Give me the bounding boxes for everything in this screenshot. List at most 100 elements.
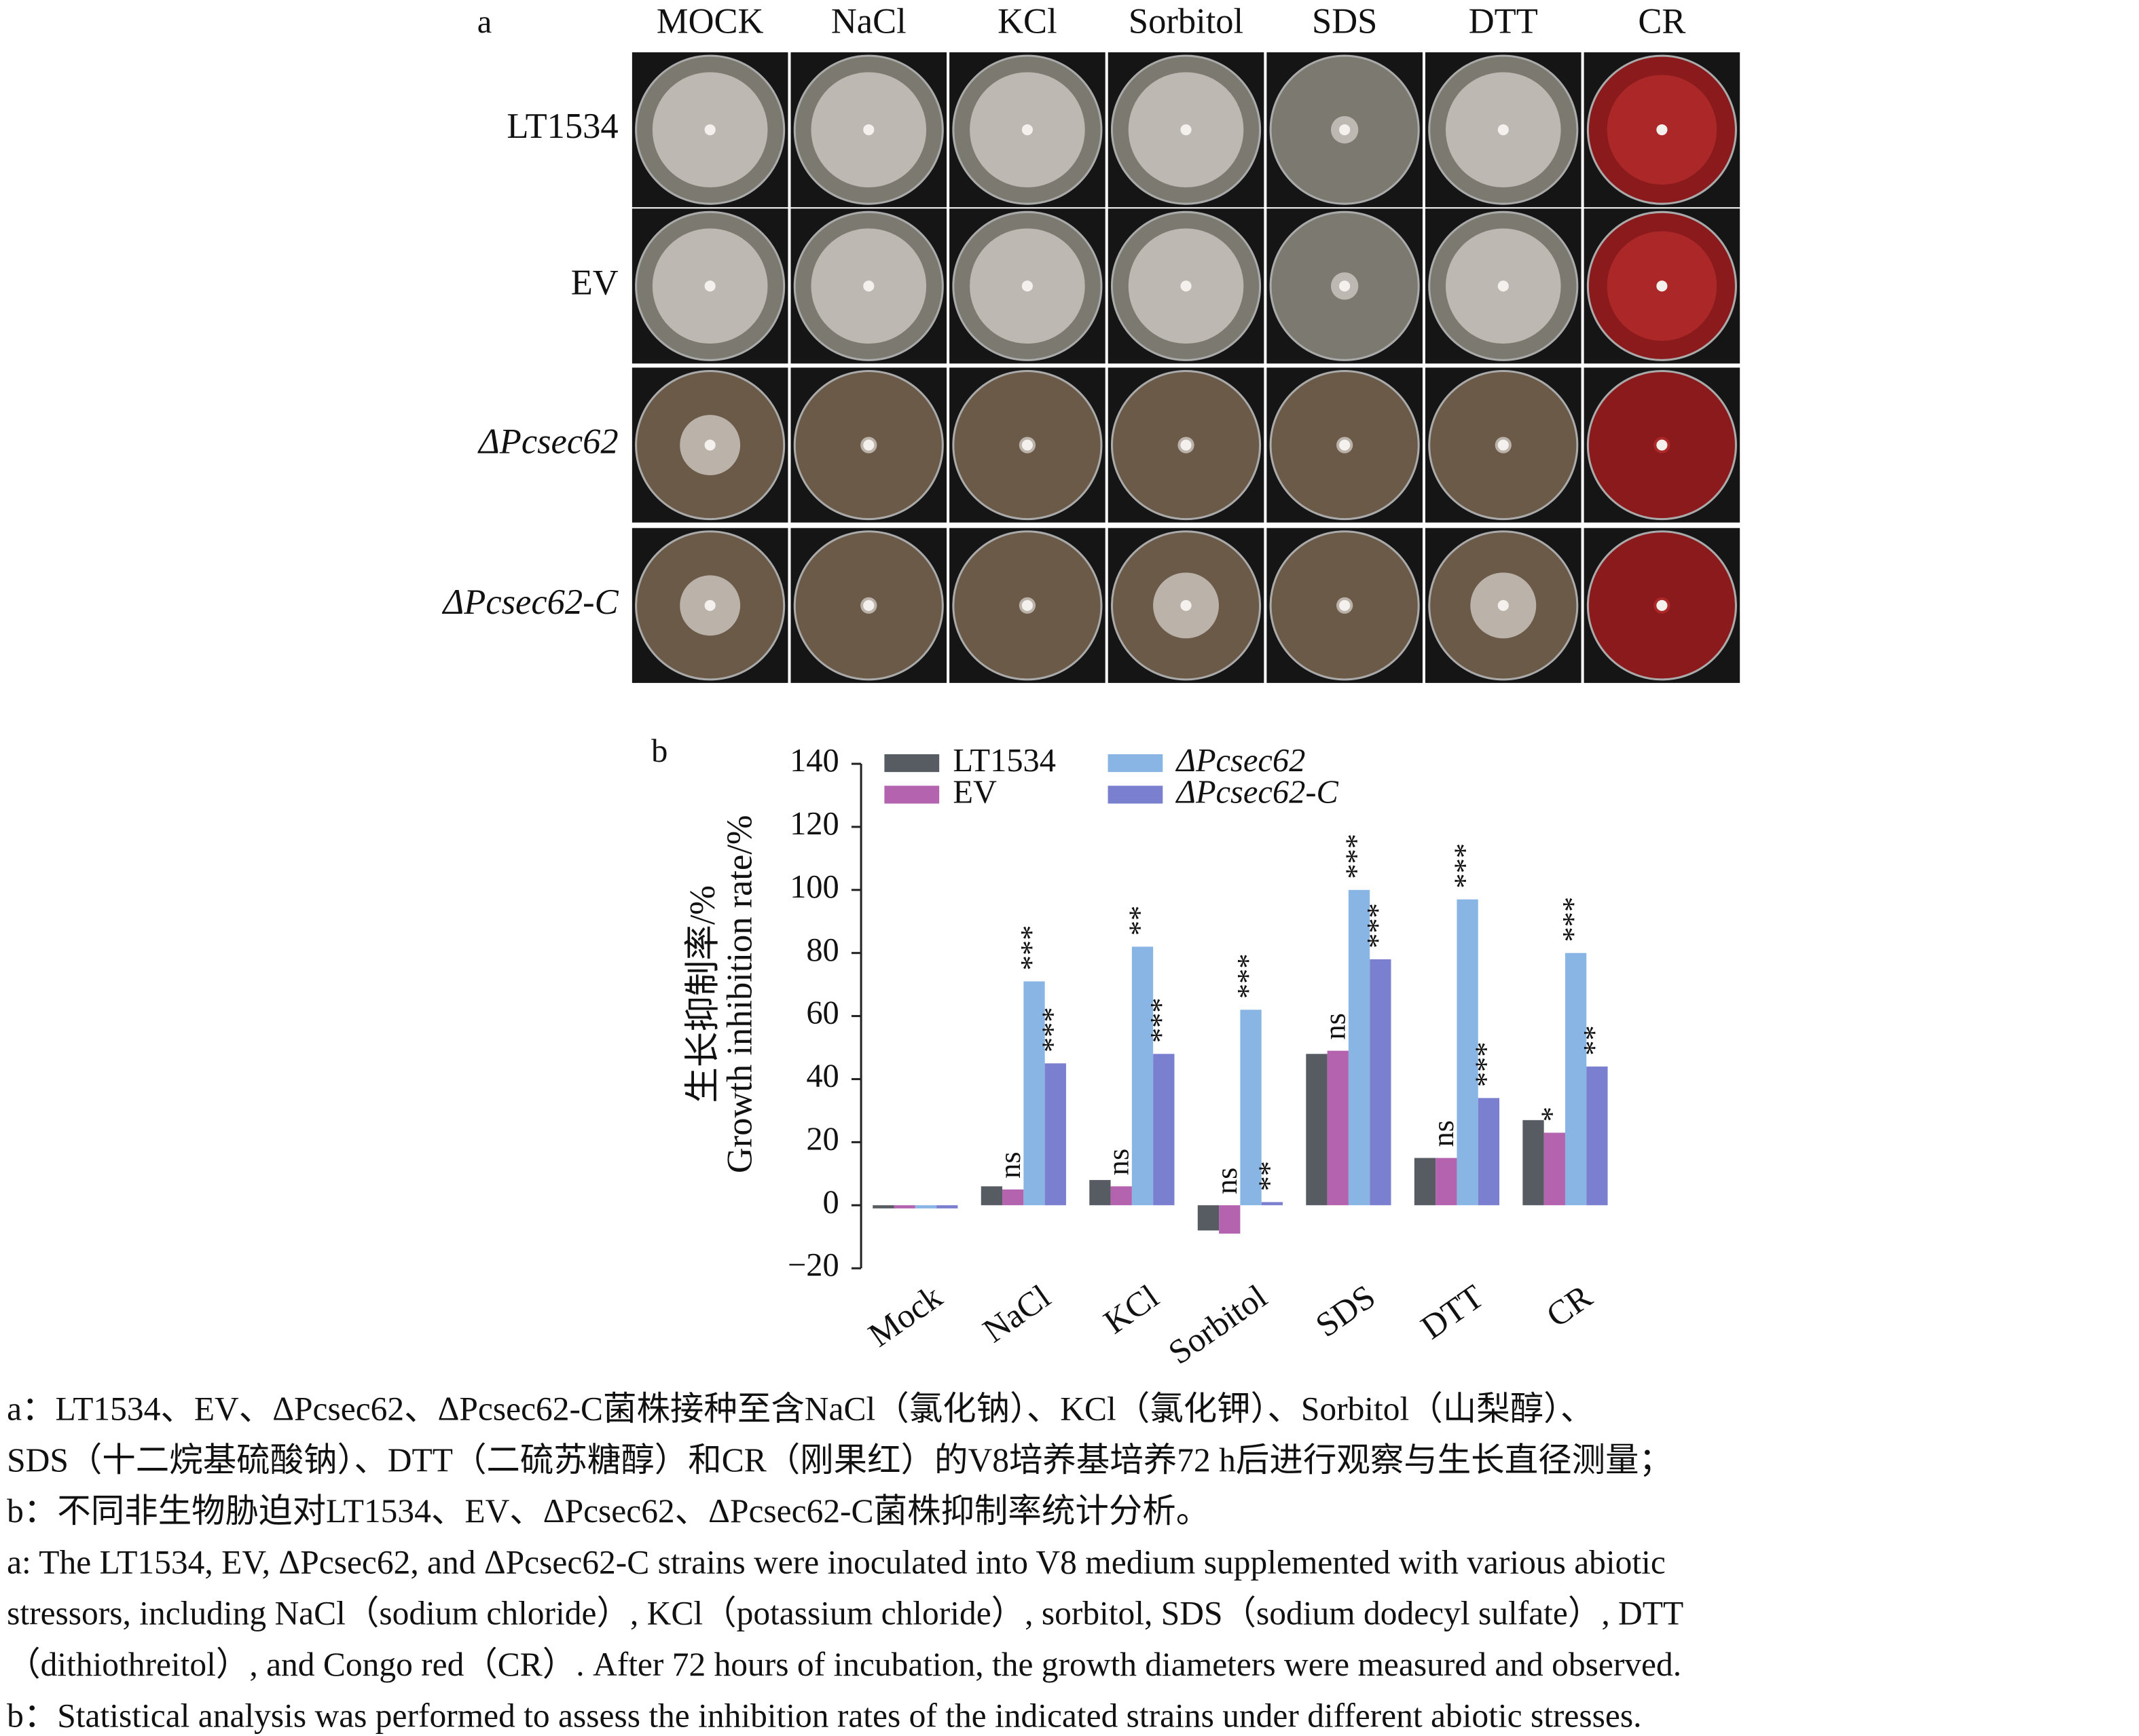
y-tick-label: 40 <box>806 1058 839 1094</box>
significance-label: ns <box>1426 1120 1460 1147</box>
inoculum <box>1656 439 1668 451</box>
y-tick-label: 60 <box>806 995 839 1031</box>
inoculum <box>1180 599 1192 611</box>
x-tick-label: KCl <box>1097 1277 1165 1341</box>
panel-label: b <box>651 733 668 769</box>
x-tick-label: DTT <box>1414 1277 1490 1346</box>
y-axis-title-line: 生长抑制率/% <box>683 885 723 1103</box>
legend-label: ΔPcsec62 <box>1175 743 1306 779</box>
y-tick-label: 100 <box>790 869 839 905</box>
significance-label: *** <box>1469 1042 1503 1088</box>
bar <box>1023 981 1045 1206</box>
y-tick-label: 120 <box>790 806 839 842</box>
bar <box>1261 1202 1283 1206</box>
legend-swatch <box>884 786 940 804</box>
significance-label: *** <box>1230 954 1264 999</box>
bar <box>1457 899 1478 1206</box>
inoculum <box>704 124 716 136</box>
caption-line: a: The LT1534, EV, ΔPcsec62, and ΔPcsec6… <box>7 1543 1666 1581</box>
inoculum <box>1497 124 1509 136</box>
inoculum <box>1339 280 1351 292</box>
legend-swatch <box>884 754 940 773</box>
bar <box>1370 959 1391 1206</box>
bar <box>1110 1186 1132 1206</box>
inoculum <box>1656 599 1668 611</box>
bar <box>1543 1132 1565 1206</box>
significance-label: ns <box>1209 1168 1243 1194</box>
inoculum <box>1497 439 1509 451</box>
inoculum <box>1021 439 1033 451</box>
inoculum <box>1339 439 1351 451</box>
inoculum <box>863 439 875 451</box>
caption-line: b：不同非生物胁迫对LT1534、EV、ΔPcsec62、ΔPcsec62-C菌… <box>7 1492 1209 1530</box>
bar <box>873 1205 894 1208</box>
x-tick-label: Mock <box>862 1277 949 1354</box>
column-label: NaCl <box>831 2 907 41</box>
bar <box>915 1205 937 1208</box>
inoculum <box>863 599 875 611</box>
bar <box>1327 1050 1349 1206</box>
bar <box>1197 1205 1220 1231</box>
y-tick-label: 0 <box>823 1184 839 1220</box>
significance-label: *** <box>1035 1007 1069 1052</box>
row-label: EV <box>571 263 619 302</box>
column-label: MOCK <box>657 2 764 41</box>
column-label: DTT <box>1469 2 1538 41</box>
significance-label: *** <box>1360 903 1394 948</box>
column-label: SDS <box>1312 2 1377 41</box>
y-axis-title: 生长抑制率/% Growth inhibition rate/% <box>683 815 760 1173</box>
bar <box>1240 1010 1262 1206</box>
significance-label: *** <box>1447 843 1481 889</box>
significance-label: *** <box>1014 925 1048 971</box>
inoculum <box>863 124 875 136</box>
inoculum <box>1021 599 1033 611</box>
inoculum <box>704 599 716 611</box>
x-tick-label: SDS <box>1309 1277 1382 1344</box>
bar <box>1348 889 1370 1206</box>
significance-label: ** <box>1122 906 1156 936</box>
inoculum <box>1180 280 1192 292</box>
bar <box>1306 1054 1328 1206</box>
significance-label: ns <box>993 1151 1027 1178</box>
y-tick-label: 140 <box>790 743 839 779</box>
caption-line: （dithiothreitol）, and Congo red（CR）. Aft… <box>7 1646 1681 1683</box>
legend-swatch <box>1108 754 1163 773</box>
x-tick-label: Sorbitol <box>1161 1277 1273 1371</box>
inoculum <box>1180 124 1192 136</box>
bar <box>1089 1180 1111 1206</box>
significance-label: *** <box>1144 998 1177 1044</box>
panel-label: a <box>477 4 492 40</box>
bar <box>1131 946 1154 1206</box>
bar <box>1478 1098 1500 1206</box>
inoculum <box>1656 124 1668 136</box>
bar <box>1414 1158 1436 1206</box>
legend-label: ΔPcsec62-C <box>1175 775 1339 811</box>
inoculum <box>704 280 716 292</box>
y-tick-label: 20 <box>806 1121 839 1157</box>
bar <box>1565 953 1587 1206</box>
column-label: KCl <box>998 2 1057 41</box>
significance-label: *** <box>1339 834 1373 879</box>
significance-label: * <box>1534 1107 1568 1122</box>
inoculum <box>1021 280 1033 292</box>
significance-label: ns <box>1101 1149 1135 1175</box>
significance-label: ns <box>1317 1013 1351 1039</box>
caption-line: a：LT1534、EV、ΔPcsec62、ΔPcsec62-C菌株接种至含NaC… <box>7 1390 1594 1427</box>
y-tick-label: −20 <box>788 1247 839 1283</box>
y-tick-label: 80 <box>806 932 839 968</box>
inoculum <box>1339 599 1351 611</box>
x-tick-label: NaCl <box>976 1277 1057 1350</box>
inoculum <box>863 280 875 292</box>
bar <box>1436 1158 1457 1206</box>
row-label: ΔPcsec62-C <box>441 583 619 622</box>
y-axis-title-line: Growth inhibition rate/% <box>720 815 759 1173</box>
legend-label: EV <box>953 775 997 811</box>
bar <box>894 1205 915 1208</box>
inoculum <box>1021 124 1033 136</box>
bar <box>1522 1120 1544 1206</box>
caption-line: b：Statistical analysis was performed to … <box>7 1697 1641 1734</box>
inoculum <box>704 439 716 451</box>
inoculum <box>1339 124 1351 136</box>
